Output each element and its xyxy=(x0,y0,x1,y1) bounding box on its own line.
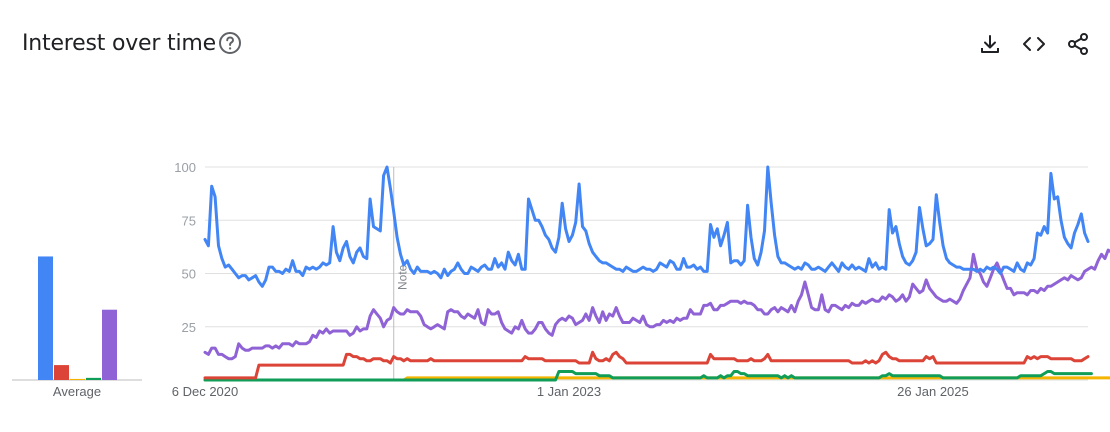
average-label: Average xyxy=(53,384,101,399)
chart-title: Interest over time xyxy=(22,31,216,56)
share-icon[interactable] xyxy=(1064,30,1092,58)
y-tick-label: 100 xyxy=(174,160,196,175)
x-tick-label: 6 Dec 2020 xyxy=(172,384,239,399)
chart-actions xyxy=(976,30,1092,58)
series-line-1 xyxy=(203,165,1090,288)
series-line-4 xyxy=(203,370,1093,382)
x-tick-label: 26 Jan 2025 xyxy=(897,384,969,399)
average-bar xyxy=(54,365,69,380)
chart-header: Interest over time xyxy=(0,0,1110,90)
average-bar xyxy=(102,309,117,380)
y-tick-label: 75 xyxy=(182,213,196,228)
average-bar xyxy=(70,378,85,380)
x-tick-label: 1 Jan 2023 xyxy=(537,384,601,399)
y-tick-label: 50 xyxy=(182,267,196,282)
series-line-5 xyxy=(203,248,1110,361)
average-bar xyxy=(38,256,53,380)
annotation-label: Note xyxy=(396,264,410,290)
series-line-2 xyxy=(203,350,1090,380)
average-bar xyxy=(86,377,101,380)
download-icon[interactable] xyxy=(976,30,1004,58)
embed-code-icon[interactable] xyxy=(1020,30,1048,58)
y-tick-label: 25 xyxy=(182,320,196,335)
help-circle-icon[interactable] xyxy=(218,31,242,55)
